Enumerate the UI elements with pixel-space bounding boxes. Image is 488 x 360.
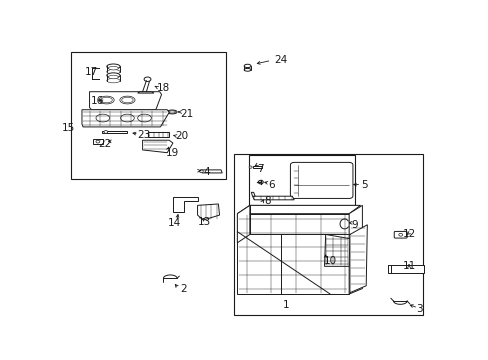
Ellipse shape [121,114,134,122]
Text: 15: 15 [61,123,74,133]
Ellipse shape [258,180,263,184]
Text: 14: 14 [168,219,181,228]
Polygon shape [252,166,262,168]
Ellipse shape [248,166,252,168]
Text: 6: 6 [267,180,274,190]
Ellipse shape [106,64,120,69]
Text: 9: 9 [351,220,357,230]
Ellipse shape [99,96,114,104]
Ellipse shape [167,110,177,114]
Ellipse shape [398,233,402,236]
Ellipse shape [108,66,118,70]
Ellipse shape [168,111,175,113]
Polygon shape [252,196,294,200]
Polygon shape [348,205,362,294]
Polygon shape [197,204,219,220]
Polygon shape [102,131,127,133]
Text: 23: 23 [137,130,150,140]
Text: 19: 19 [166,148,179,158]
Ellipse shape [122,97,133,103]
Bar [70,51,225,179]
Polygon shape [324,234,349,266]
FancyBboxPatch shape [393,231,407,238]
Polygon shape [237,214,348,294]
Ellipse shape [120,96,135,104]
Text: 24: 24 [274,55,287,65]
Ellipse shape [108,75,118,79]
Ellipse shape [106,69,120,74]
Text: 2: 2 [180,284,186,293]
Text: 1: 1 [283,300,289,310]
Text: 8: 8 [264,196,270,206]
Text: 17: 17 [84,67,98,77]
Text: 5: 5 [360,180,367,190]
Text: 18: 18 [157,82,170,93]
Text: 3: 3 [415,304,422,314]
Polygon shape [82,110,169,127]
Polygon shape [251,192,255,196]
Text: 7: 7 [256,164,263,174]
Ellipse shape [244,64,250,68]
Text: 12: 12 [402,229,416,239]
Polygon shape [148,132,169,138]
Polygon shape [237,205,360,214]
Polygon shape [92,139,102,144]
Ellipse shape [199,170,203,173]
FancyBboxPatch shape [290,162,352,198]
Ellipse shape [96,140,100,143]
Polygon shape [142,140,173,153]
Text: 11: 11 [402,261,416,271]
Bar [248,156,354,205]
Text: 4: 4 [203,167,209,177]
Ellipse shape [101,97,112,103]
Ellipse shape [106,78,120,83]
Bar [233,154,422,315]
Ellipse shape [106,73,120,78]
Polygon shape [89,92,161,110]
Polygon shape [387,265,423,273]
Text: 16: 16 [90,96,103,107]
Ellipse shape [104,131,107,133]
Text: 10: 10 [323,256,336,266]
Text: 21: 21 [181,109,194,119]
Text: 22: 22 [98,139,111,149]
Polygon shape [237,205,249,243]
Text: 20: 20 [175,131,188,141]
Polygon shape [138,92,154,93]
Polygon shape [349,225,366,293]
Ellipse shape [244,68,250,71]
Text: 13: 13 [197,217,210,227]
Ellipse shape [138,114,151,122]
Polygon shape [173,197,197,212]
Ellipse shape [96,114,109,122]
Ellipse shape [144,77,151,81]
Polygon shape [200,170,222,173]
